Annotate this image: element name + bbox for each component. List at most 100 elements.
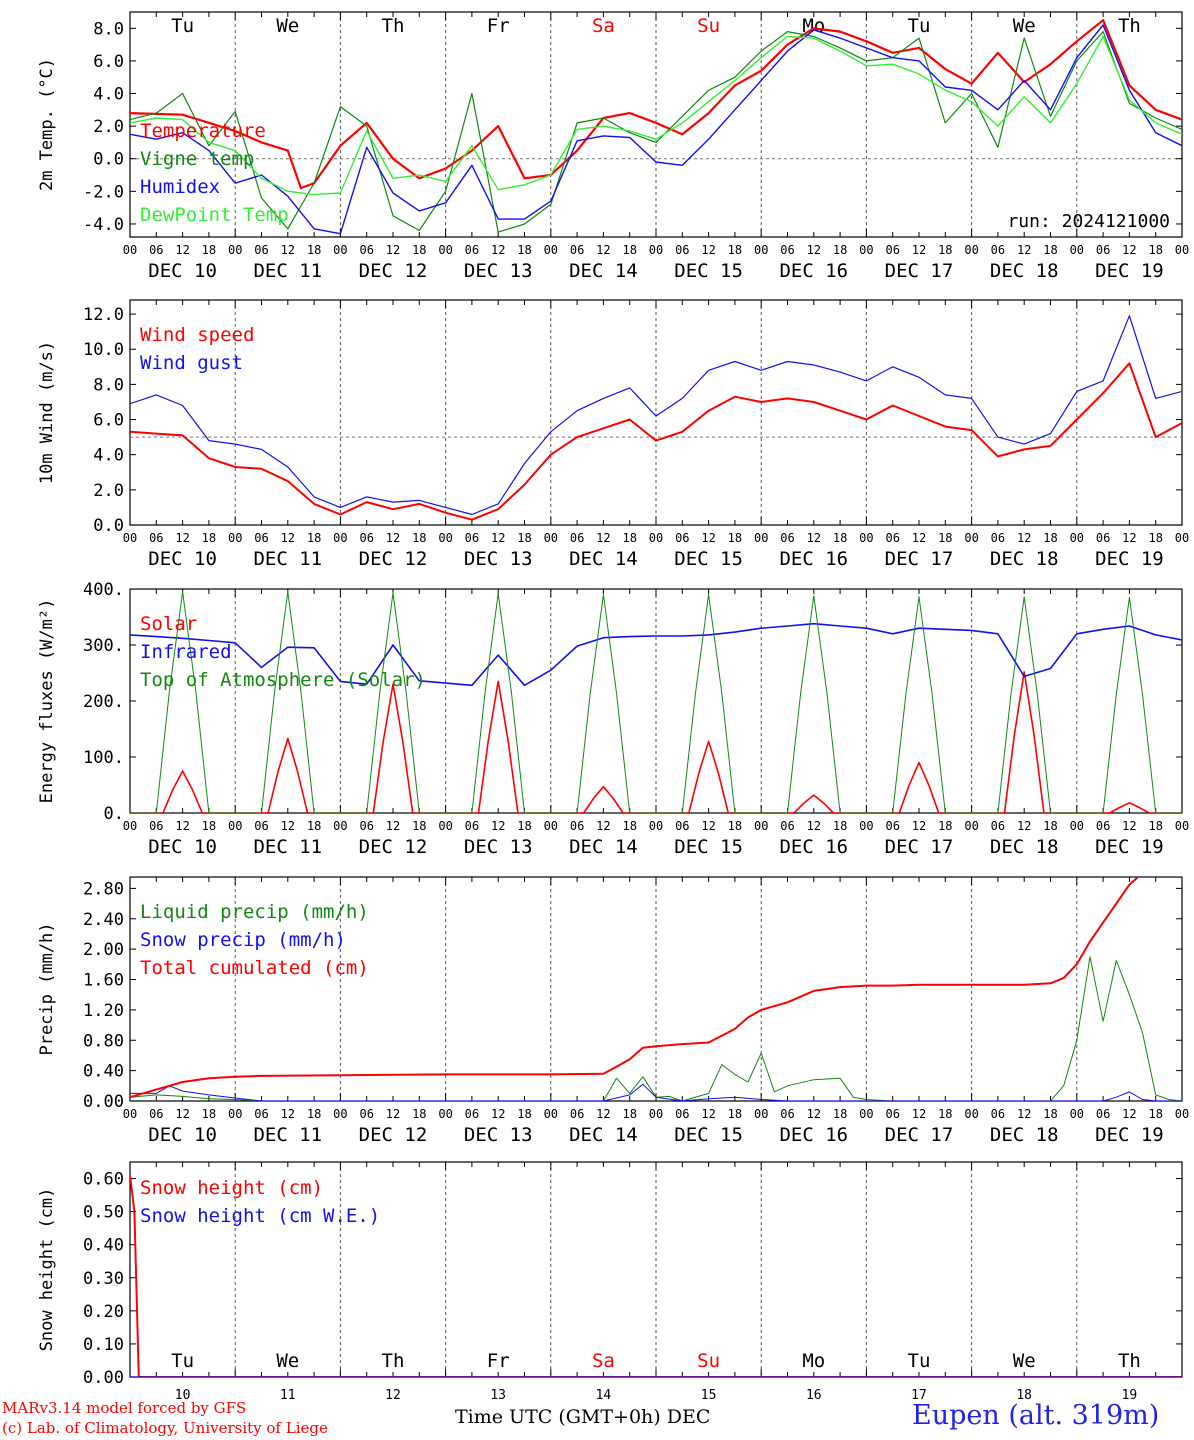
y-tick-label: 2.0 xyxy=(93,117,124,137)
hour-tick-label: 12 xyxy=(491,531,505,545)
hour-tick-label: 00 xyxy=(1070,1107,1084,1121)
date-label: DEC 11 xyxy=(253,260,322,282)
hour-tick-label: 06 xyxy=(254,819,268,833)
hour-tick-label: 06 xyxy=(991,1107,1005,1121)
hour-tick-label: 18 xyxy=(622,531,636,545)
weekday-label: Fr xyxy=(487,1350,510,1372)
hour-tick-label: 00 xyxy=(228,819,242,833)
hour-tick-label: 18 xyxy=(1148,819,1162,833)
date-label: DEC 13 xyxy=(464,548,533,570)
hour-tick-label: 18 xyxy=(517,243,531,257)
hour-tick-label: 00 xyxy=(649,819,663,833)
date-label: DEC 13 xyxy=(464,1124,533,1146)
date-label: DEC 15 xyxy=(674,836,743,858)
date-label: DEC 12 xyxy=(359,548,428,570)
hour-tick-label: 06 xyxy=(359,531,373,545)
hour-tick-label: 18 xyxy=(517,531,531,545)
weekday-label: We xyxy=(1013,1350,1036,1372)
hour-tick-label: 06 xyxy=(254,531,268,545)
date-label: DEC 12 xyxy=(359,836,428,858)
hour-tick-label: 18 xyxy=(202,531,216,545)
y-tick-label: 1.60 xyxy=(83,971,124,991)
y-axis-label: 2m Temp. (°C) xyxy=(37,58,57,191)
hour-tick-label: 12 xyxy=(386,1107,400,1121)
hour-tick-label: 12 xyxy=(175,819,189,833)
hour-tick-label: 18 xyxy=(412,531,426,545)
hour-tick-label: 00 xyxy=(1175,243,1189,257)
hour-tick-label: 00 xyxy=(1175,819,1189,833)
y-tick-label: 0.50 xyxy=(83,1203,124,1223)
hour-tick-label: 12 xyxy=(1017,819,1031,833)
hour-tick-label: 00 xyxy=(1070,243,1084,257)
weekday-label: Su xyxy=(697,15,720,37)
hour-tick-label: 06 xyxy=(675,1107,689,1121)
date-label: DEC 15 xyxy=(674,548,743,570)
date-label: DEC 14 xyxy=(569,260,638,282)
date-label: DEC 18 xyxy=(990,548,1059,570)
y-axis-label: Snow height (cm) xyxy=(37,1188,57,1352)
hour-tick-label: 18 xyxy=(307,1107,321,1121)
hour-tick-label: 12 xyxy=(491,819,505,833)
hour-tick-label: 06 xyxy=(991,243,1005,257)
hour-tick-label: 12 xyxy=(701,1107,715,1121)
hour-tick-label: 00 xyxy=(964,819,978,833)
hour-tick-label: 18 xyxy=(728,1107,742,1121)
y-tick-label: 8.0 xyxy=(93,375,124,395)
hour-tick-label: 18 xyxy=(1148,1107,1162,1121)
hour-tick-label: 06 xyxy=(991,819,1005,833)
hour-tick-label: 06 xyxy=(1096,531,1110,545)
hour-tick-label: 18 xyxy=(202,819,216,833)
hour-tick-label: 06 xyxy=(675,243,689,257)
y-tick-label: 0. xyxy=(104,804,124,824)
hour-tick-label: 06 xyxy=(885,1107,899,1121)
legend-entry: Liquid precip (mm/h) xyxy=(140,901,369,923)
day-number-label: 12 xyxy=(385,1388,401,1403)
series-line-solar xyxy=(130,671,1182,813)
weekday-label: Th xyxy=(382,15,405,37)
hour-tick-label: 00 xyxy=(544,1107,558,1121)
hour-tick-label: 00 xyxy=(964,243,978,257)
y-tick-label: 8.0 xyxy=(93,19,124,39)
hour-tick-label: 12 xyxy=(596,531,610,545)
hour-tick-label: 00 xyxy=(228,531,242,545)
date-label: DEC 11 xyxy=(253,1124,322,1146)
series-line-humidex xyxy=(130,24,1182,235)
hour-tick-label: 06 xyxy=(149,531,163,545)
weekday-label: Mo xyxy=(802,1350,825,1372)
legend-entry: Snow height (cm W.E.) xyxy=(140,1205,380,1227)
date-label: DEC 16 xyxy=(779,260,848,282)
hour-tick-label: 12 xyxy=(281,243,295,257)
y-tick-label: 400. xyxy=(83,580,124,600)
day-number-label: 14 xyxy=(596,1388,612,1403)
hour-tick-label: 12 xyxy=(701,819,715,833)
hour-tick-label: 00 xyxy=(754,243,768,257)
hour-tick-label: 18 xyxy=(1148,531,1162,545)
hour-tick-label: 00 xyxy=(1070,819,1084,833)
y-axis-label: 10m Wind (m/s) xyxy=(37,341,57,484)
y-tick-label: 0.10 xyxy=(83,1335,124,1355)
series-line-wind-gust xyxy=(130,315,1182,516)
legend-entry: Humidex xyxy=(140,176,220,198)
series-line-total-cumulated-cm- xyxy=(130,877,1140,1099)
panel-frame-1 xyxy=(129,299,1183,526)
date-label: DEC 17 xyxy=(885,836,954,858)
panel-frame-2 xyxy=(129,588,1183,814)
weekday-label: Tu xyxy=(171,15,194,37)
series-line-liquid-precip-mm-h- xyxy=(130,956,1182,1101)
date-label: DEC 17 xyxy=(885,1124,954,1146)
series-line-vigne-temp xyxy=(130,31,1182,233)
date-label: DEC 19 xyxy=(1095,548,1164,570)
hour-tick-label: 00 xyxy=(228,1107,242,1121)
hour-tick-label: 00 xyxy=(649,1107,663,1121)
hour-tick-label: 06 xyxy=(885,531,899,545)
hour-tick-label: 00 xyxy=(1175,1107,1189,1121)
hour-tick-label: 12 xyxy=(281,819,295,833)
legend-entry: Wind speed xyxy=(140,324,254,346)
hour-tick-label: 12 xyxy=(1122,1107,1136,1121)
date-label: DEC 11 xyxy=(253,548,322,570)
hour-tick-label: 12 xyxy=(912,1107,926,1121)
day-number-label: 10 xyxy=(175,1388,191,1403)
hour-tick-label: 18 xyxy=(307,243,321,257)
weekday-label: We xyxy=(276,15,299,37)
